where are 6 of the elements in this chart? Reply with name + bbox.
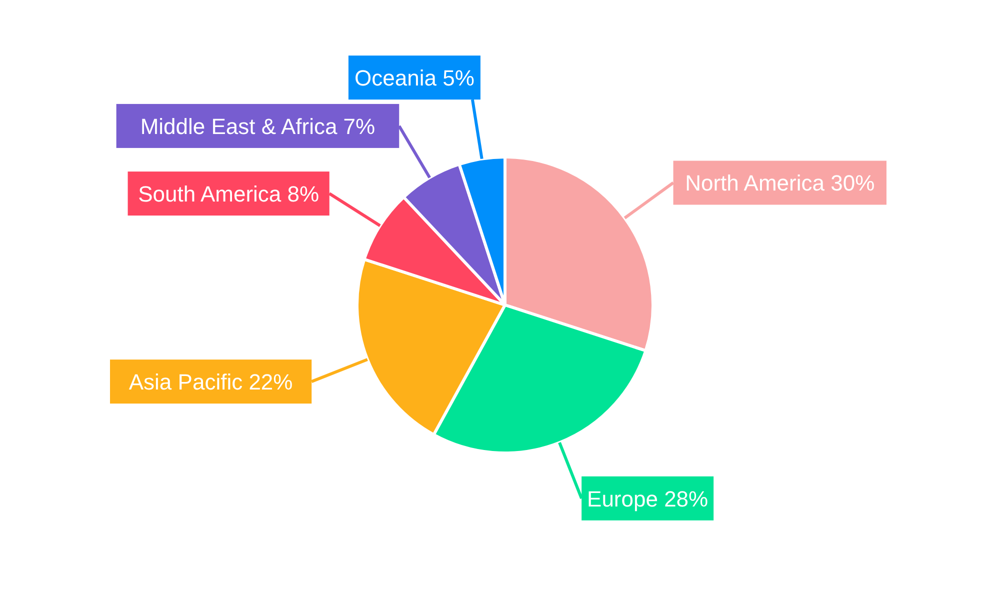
slice-label: North America 30% [685,170,875,196]
slice-label: South America 8% [138,182,320,207]
slice-label: Oceania 5% [354,66,474,91]
slice-label: Asia Pacific 22% [128,370,293,395]
slice-label: Middle East & Africa 7% [140,114,376,139]
slice-label: Europe 28% [587,486,708,512]
